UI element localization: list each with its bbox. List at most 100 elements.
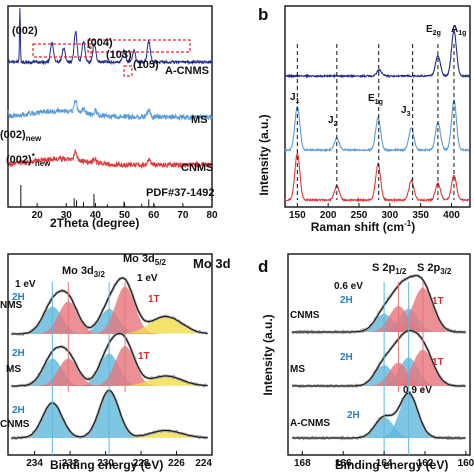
mo3d-component-s2s-2 xyxy=(11,376,208,386)
label-s-2p12-main: S 2p xyxy=(372,262,396,274)
label-1t-ms-s: 1T xyxy=(432,357,444,368)
panel-c-xtick-label-230: 230 xyxy=(97,458,114,469)
raman-label-j3-main: J xyxy=(401,105,407,116)
series-label-c-cnms: NMS xyxy=(0,300,23,311)
series-label-cnms: CNMS xyxy=(181,162,213,174)
panel-d-ylabel: Intensity (a.u.) xyxy=(261,314,275,395)
label-s-2p32-main: S 2p xyxy=(417,262,441,274)
label-s-2p12-sub: 1/2 xyxy=(395,267,407,276)
mo3d-component-s2s-3 xyxy=(11,430,208,438)
panel-c-xtick-label-226: 226 xyxy=(168,458,185,469)
panel-c-xtick-label-234: 234 xyxy=(26,458,43,469)
label-2h-ms-s: 2H xyxy=(340,352,353,363)
panel-d-xlabel: Binding energy (eV) xyxy=(335,458,448,472)
panel-b-xlabel-main: Raman shift (cm xyxy=(311,220,404,234)
panel-a-xlabel: 2Theta (degree) xyxy=(50,216,139,230)
raman-series-1 xyxy=(284,29,470,79)
raman-label-j3-sub: 3 xyxy=(407,111,411,118)
label-0p9-ev: 0.9 eV xyxy=(403,385,432,396)
raman-series-2 xyxy=(284,99,471,153)
raman-label-j2: J2 xyxy=(328,115,338,128)
panel-b-xlabel-sup: -1 xyxy=(404,219,412,228)
raman-label-j3: J3 xyxy=(401,105,411,118)
peak-label-002-star-new: (002)*new xyxy=(6,152,51,168)
series-label-c-acnms: CNMS xyxy=(0,419,30,430)
s2p-component-2h-2p12-1 xyxy=(292,313,466,332)
s2p-component-1t-2p32-1 xyxy=(292,287,466,332)
label-s-2p12: S 2p1/2 xyxy=(372,262,407,276)
panel-b-xtick-label-200: 200 xyxy=(320,210,337,221)
panel-d-xtick-label-166: 166 xyxy=(335,458,352,469)
peak-label-002-star-sub: new xyxy=(35,159,51,168)
s2p-fit-2 xyxy=(292,329,466,387)
panel-b: 150 200 250 300 350 400 xyxy=(284,5,471,221)
series-label-d-cnms: CNMS xyxy=(290,310,320,321)
s2p-component-2h-2p32-3 xyxy=(292,393,466,438)
panel-c-labels: Mo 3d Mo 3d3/2 Mo 3d5/2 1 eV 1 eV 2H 1T … xyxy=(0,253,231,472)
panel-b-xlabel: Raman shift (cm-1) xyxy=(311,219,415,234)
peak-label-002-star-sup: * xyxy=(32,152,36,161)
panel-a-frame xyxy=(7,5,213,208)
raman-label-e1g-sub: 1g xyxy=(375,99,383,106)
raman-label-e2g-sub: 2g xyxy=(433,30,441,37)
raman-label-j1-main: J xyxy=(290,92,296,103)
peak-label-002: (002) xyxy=(12,25,38,37)
panel-c-xtick-label-232: 232 xyxy=(62,458,79,469)
panel-a-xtick-label-70: 70 xyxy=(177,210,189,221)
peak-label-002-new: (002)new xyxy=(0,129,42,143)
panel-c-xlabel: Binding energy (eV) xyxy=(50,458,163,472)
panel-b-xtick-label-400: 400 xyxy=(443,210,460,221)
series-label-a-cnms: A-CNMS xyxy=(165,65,209,77)
raman-label-j2-main: J xyxy=(328,115,334,126)
panel-b-frame xyxy=(284,5,471,208)
panel-b-xtick-label-350: 350 xyxy=(412,210,429,221)
panel-b-letter: b xyxy=(258,5,268,24)
label-mo-3d52-main: Mo 3d xyxy=(123,253,155,265)
raman-series-3 xyxy=(284,151,471,203)
peak-label-105: (105) xyxy=(133,59,159,71)
xrd-series-a-cnms xyxy=(7,8,213,66)
series-label-ms: MS xyxy=(191,114,208,126)
s2p-component-1t-2p32-2 xyxy=(292,349,466,386)
panel-d-xtick-label-164: 164 xyxy=(376,458,393,469)
label-mo-3d52-sub: 5/2 xyxy=(155,258,167,267)
panel-d-xtick-label-162: 162 xyxy=(417,458,434,469)
label-1ev-right: 1 eV xyxy=(137,273,158,284)
raman-label-e2g-main: E xyxy=(426,24,433,35)
panel-b-ylabel: Intensity (a.u.) xyxy=(257,114,271,195)
label-s-2p32-sub: 3/2 xyxy=(440,267,452,276)
panel-d-xtick-label-160: 160 xyxy=(458,458,474,469)
raman-label-a1g-main: A xyxy=(451,24,458,35)
raman-label-j2-sub: 2 xyxy=(334,121,338,128)
label-1t-cnms-s: 1T xyxy=(432,296,444,307)
peak-label-002-new-main: (002) xyxy=(0,129,26,141)
label-mo-3d32-main: Mo 3d xyxy=(62,265,94,277)
series-label-c-ms: MS xyxy=(6,364,21,375)
raman-label-j1-sub: 1 xyxy=(296,98,300,105)
peak-label-002-star-main: (002) xyxy=(6,154,32,166)
panel-a: 20 30 40 50 60 70 80 xyxy=(7,5,218,221)
highlight-box-2 xyxy=(87,39,191,53)
highlight-box-3 xyxy=(123,65,133,77)
panel-a-xtick-label-60: 60 xyxy=(148,210,160,221)
label-mo-3d32: Mo 3d3/2 xyxy=(62,265,105,279)
label-2h-cnms: 2H xyxy=(12,292,25,303)
series-label-d-ms: MS xyxy=(290,364,305,375)
raman-label-a1g: A1g xyxy=(451,24,466,37)
peak-label-002-new-sub: new xyxy=(26,134,42,143)
raman-label-e1g: E1g xyxy=(368,93,383,106)
panel-c-title: Mo 3d xyxy=(193,256,231,271)
panel-c-xtick-label-228: 228 xyxy=(133,458,150,469)
panel-d: 168 166 164 162 160 xyxy=(287,253,474,469)
s2p-fit-3 xyxy=(292,392,466,439)
panel-b-labels: b Intensity (a.u.) Raman shift (cm-1) J1… xyxy=(257,5,466,234)
panel-d-labels: d Intensity (a.u.) S 2p1/2 S 2p3/2 0.6 e… xyxy=(258,257,452,472)
panel-c-xtick-label-224: 224 xyxy=(195,458,212,469)
raman-label-e2g: E2g xyxy=(426,24,441,37)
series-label-d-acnms: A-CNMS xyxy=(290,418,330,429)
panel-c: 234 232 230 228 226 224 xyxy=(7,253,213,469)
s2p-fit-1 xyxy=(292,275,466,333)
panel-a-xtick-label-80: 80 xyxy=(206,210,218,221)
label-2h-ms: 2H xyxy=(12,348,25,359)
